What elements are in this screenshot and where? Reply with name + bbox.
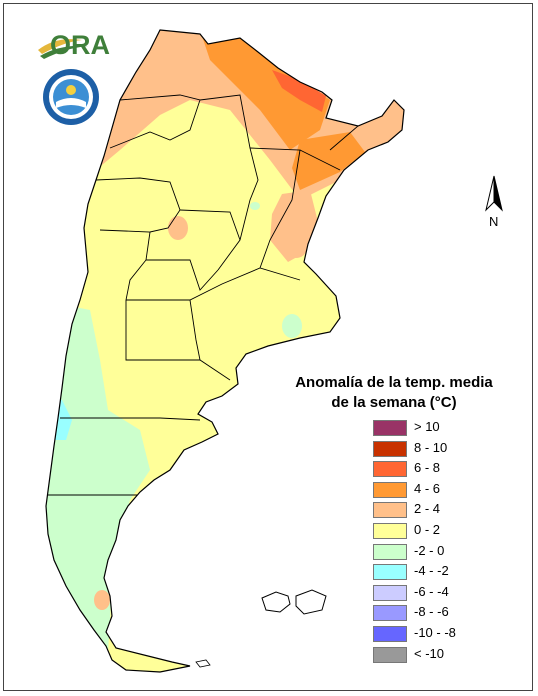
legend-title: Anomalía de la temp. media de la semana … bbox=[285, 373, 503, 413]
islet bbox=[195, 659, 211, 668]
legend-label: 0 - 2 bbox=[414, 521, 441, 537]
anomaly-zone-2-4-south bbox=[94, 590, 110, 610]
legend-swatch bbox=[373, 481, 407, 498]
legend-label: 8 - 10 bbox=[414, 439, 448, 455]
anomaly-zone-4-6-north bbox=[200, 30, 330, 150]
legend-swatch bbox=[373, 543, 407, 560]
legend-label: 6 - 8 bbox=[414, 460, 441, 476]
north-label: N bbox=[489, 214, 499, 229]
leaf-swoosh-logo bbox=[38, 39, 88, 59]
north-arrow-icon bbox=[485, 175, 503, 212]
anomaly-zone-2-4-east bbox=[270, 190, 318, 262]
anomaly-zone-neg-2-0-santa-fe bbox=[250, 202, 260, 210]
anomaly-zone-2-4-west bbox=[168, 216, 188, 240]
legend-swatch bbox=[373, 420, 407, 436]
legend-label: < -10 bbox=[414, 645, 444, 661]
legend-swatch bbox=[373, 522, 407, 539]
anomaly-zone-4-6-misiones bbox=[292, 132, 365, 190]
legend-swatch bbox=[373, 440, 407, 457]
legend-swatch bbox=[373, 605, 407, 622]
legend-swatch bbox=[373, 625, 407, 642]
province-borders bbox=[48, 94, 359, 496]
malvinas-islands bbox=[261, 589, 327, 615]
legend-title-line2: de la semana (°C) bbox=[331, 394, 457, 411]
legend-label: -6 - -4 bbox=[414, 583, 449, 599]
country-outline bbox=[45, 29, 405, 673]
legend-label: -2 - 0 bbox=[414, 542, 445, 558]
legend-label: 2 - 4 bbox=[414, 501, 441, 517]
legend-label: -8 - -6 bbox=[414, 604, 449, 620]
legend-title-line1: Anomalía de la temp. media bbox=[295, 374, 493, 391]
legend-label: -4 - -2 bbox=[414, 563, 449, 579]
anomaly-zone-neg-2-0-buenos-aires bbox=[282, 314, 302, 338]
legend-label: -10 - -8 bbox=[414, 624, 456, 640]
legend-swatch bbox=[373, 564, 407, 581]
legend-swatch bbox=[373, 502, 407, 519]
legend-swatch bbox=[373, 584, 407, 601]
ora-logo-text: ORA bbox=[50, 30, 110, 60]
legend-label: 4 - 6 bbox=[414, 480, 441, 496]
anomaly-zone-2-4-entre-rios bbox=[286, 242, 306, 258]
anomaly-zone-6-8-north bbox=[272, 70, 326, 112]
legend-swatch bbox=[373, 461, 407, 478]
legend-label: > 10 bbox=[414, 419, 440, 434]
legend-swatch bbox=[373, 646, 407, 663]
servicio-meteorologico-nacional-seal bbox=[43, 69, 99, 125]
